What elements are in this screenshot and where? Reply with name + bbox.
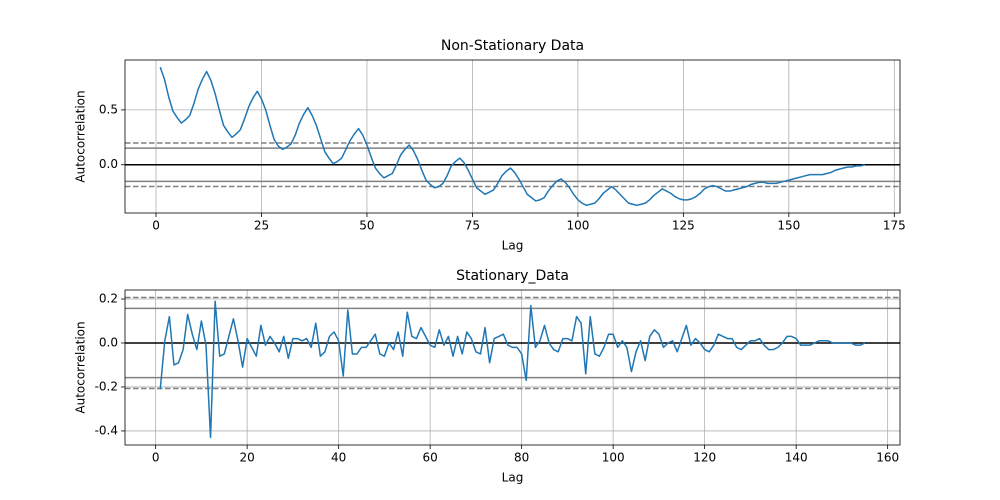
x-axis-label: Lag <box>502 471 524 485</box>
y-tick-label: 0.0 <box>99 157 118 171</box>
y-tick-label: -0.4 <box>95 423 118 437</box>
y-tick-label: -0.2 <box>95 379 118 393</box>
acf-line <box>159 66 865 207</box>
x-tick-label: 120 <box>693 451 716 465</box>
x-tick-label: 100 <box>566 219 589 233</box>
y-axis-label: Autocorrelation <box>74 90 88 182</box>
x-tick-label: 140 <box>785 451 808 465</box>
chart-title: Non-Stationary Data <box>441 38 584 54</box>
x-tick-label: 0 <box>152 219 160 233</box>
y-tick-label: 0.2 <box>99 292 118 306</box>
chart-title: Stationary_Data <box>456 268 569 284</box>
y-tick-label: 0.5 <box>99 102 118 116</box>
x-tick-label: 125 <box>672 219 695 233</box>
x-tick-label: 150 <box>777 219 800 233</box>
y-tick-label: 0.0 <box>99 335 118 349</box>
axes-frame <box>124 59 901 214</box>
x-tick-label: 160 <box>876 451 899 465</box>
x-tick-label: 80 <box>514 451 529 465</box>
acf-line <box>159 300 866 439</box>
x-tick-label: 75 <box>465 219 480 233</box>
axes-frame <box>124 289 901 446</box>
x-tick-label: 0 <box>152 451 160 465</box>
x-tick-label: 20 <box>240 451 255 465</box>
y-axis-label: Autocorrelation <box>74 321 88 413</box>
x-tick-label: 175 <box>883 219 906 233</box>
x-axis-label: Lag <box>502 239 524 253</box>
x-tick-label: 50 <box>359 219 374 233</box>
x-tick-label: 25 <box>254 219 269 233</box>
x-tick-label: 100 <box>602 451 625 465</box>
x-tick-label: 40 <box>331 451 346 465</box>
x-tick-label: 60 <box>423 451 438 465</box>
